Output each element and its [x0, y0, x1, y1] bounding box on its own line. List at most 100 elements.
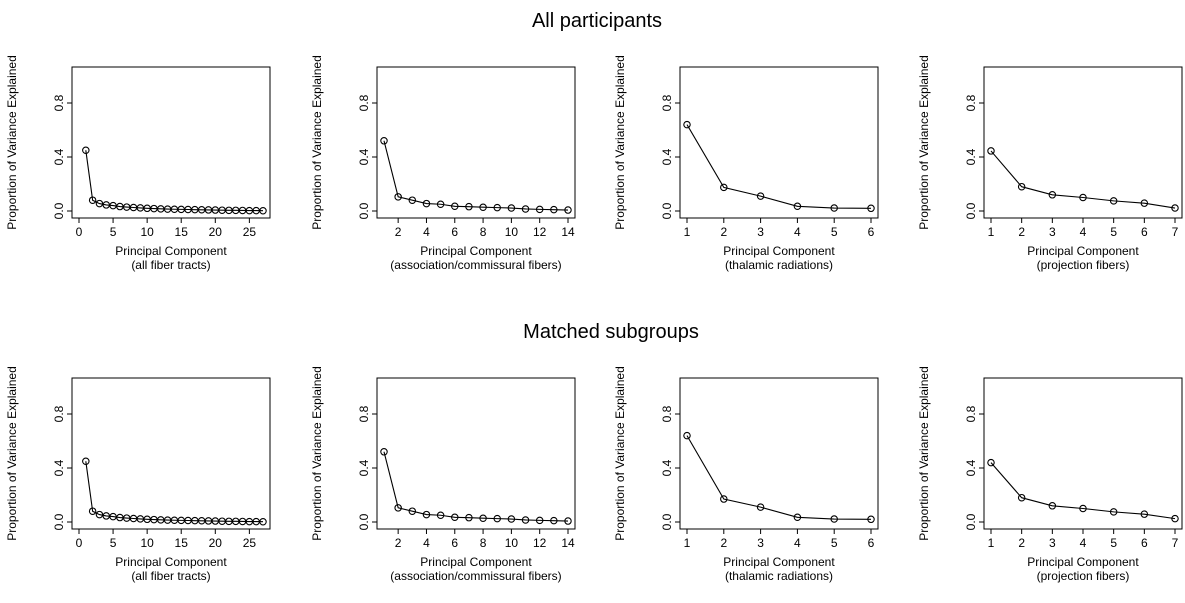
y-tick-label: 0.8: [52, 94, 66, 111]
data-point: [756, 503, 765, 511]
x-tick-label: 4: [423, 225, 430, 239]
x-axis-title: Principal Component: [115, 244, 227, 258]
data-point: [95, 510, 104, 519]
x-axis-title: Principal Component: [1027, 555, 1139, 569]
y-tick-label: 0.4: [660, 459, 674, 476]
y-tick-label: 0.0: [357, 513, 371, 530]
plot-frame: [71, 66, 271, 219]
x-tick-label: 7: [1172, 536, 1179, 550]
data-point: [394, 504, 402, 512]
x-tick-label: 5: [831, 536, 838, 550]
data-point: [720, 495, 728, 503]
data-point: [88, 507, 97, 515]
x-tick-label: 6: [451, 536, 458, 550]
data-point: [1017, 493, 1026, 502]
y-tick-label: 0.8: [660, 94, 674, 111]
plot-frame: [376, 377, 576, 530]
x-axis-title: Principal Component: [723, 555, 835, 569]
data-point: [683, 120, 691, 129]
series-line: [85, 461, 264, 523]
x-tick-label: 3: [1049, 536, 1056, 550]
x-tick-label: 10: [140, 225, 154, 239]
x-tick-label: 8: [480, 225, 487, 239]
data-point: [564, 206, 572, 214]
x-tick-label: 15: [175, 536, 189, 550]
data-point: [1048, 502, 1057, 510]
y-tick-label: 0.0: [964, 202, 978, 219]
y-axis-title: Proportion of Variance Explained: [613, 55, 627, 230]
data-point: [793, 202, 802, 211]
x-axis-subtitle: (thalamic radiations): [725, 569, 833, 583]
x-tick-label: 5: [1110, 225, 1117, 239]
x-tick-label: 4: [794, 536, 801, 550]
data-point: [720, 183, 728, 192]
data-point: [550, 205, 558, 214]
x-axis-subtitle: (projection fibers): [1037, 569, 1130, 583]
y-tick-label: 0.4: [357, 459, 371, 476]
data-point: [535, 516, 544, 525]
data-point: [1017, 182, 1026, 191]
data-point: [1109, 197, 1118, 205]
x-tick-label: 20: [209, 536, 223, 550]
scree-panel-5: 0.0 0.4 0.8 0 5 10 15 20 25 Principal Component(a…: [5, 366, 271, 583]
x-axis-subtitle: (all fiber tracts): [131, 569, 210, 583]
scree-panel-4: 0.0 0.4 0.8 1 2 3 4 5 6 7 Principal Component(proj…: [917, 55, 1183, 272]
data-point: [259, 517, 267, 526]
x-tick-label: 12: [533, 225, 547, 239]
series-line: [383, 451, 569, 522]
x-tick-label: 6: [868, 536, 875, 550]
x-axis-title: Principal Component: [1027, 244, 1139, 258]
x-tick-label: 2: [1018, 536, 1025, 550]
x-tick-label: 14: [561, 225, 575, 239]
data-point: [793, 513, 802, 522]
data-point: [1109, 508, 1118, 516]
data-point: [422, 510, 431, 519]
series-line: [85, 150, 264, 212]
data-point: [1079, 193, 1087, 202]
x-axis-subtitle: (association/commissural fibers): [390, 258, 561, 272]
data-point: [867, 204, 875, 213]
y-tick-label: 0.8: [357, 94, 371, 111]
data-point: [535, 205, 544, 214]
x-tick-label: 5: [110, 225, 117, 239]
x-axis-title: Principal Component: [723, 244, 835, 258]
x-tick-label: 5: [1110, 536, 1117, 550]
data-point: [1171, 204, 1179, 212]
scree-panel-1: 0.0 0.4 0.8 0 5 10 15 20 25 Principal Component(a…: [5, 55, 271, 272]
x-tick-label: 1: [684, 225, 691, 239]
y-axis-title: Proportion of Variance Explained: [310, 55, 324, 230]
data-point: [1140, 199, 1149, 207]
y-tick-label: 0.0: [52, 513, 66, 530]
x-tick-label: 10: [140, 536, 154, 550]
x-tick-label: 6: [1141, 536, 1148, 550]
x-tick-label: 0: [76, 536, 83, 550]
series-line: [686, 435, 872, 520]
x-tick-label: 10: [505, 536, 519, 550]
plot-frame: [983, 66, 1183, 219]
row-title-matched-subgroups: Matched subgroups: [523, 321, 699, 343]
scree-panel-2: 0.0 0.4 0.8 2 4 6 8 10 12 14 Principal Component(a…: [310, 55, 576, 272]
x-tick-label: 3: [757, 536, 764, 550]
x-tick-label: 7: [1172, 225, 1179, 239]
y-axis-title: Proportion of Variance Explained: [5, 366, 19, 541]
y-axis-title: Proportion of Variance Explained: [613, 366, 627, 541]
y-axis-title: Proportion of Variance Explained: [917, 55, 931, 230]
data-point: [451, 513, 459, 522]
data-point: [408, 196, 417, 204]
y-tick-label: 0.4: [52, 459, 66, 476]
y-tick-label: 0.4: [964, 148, 978, 165]
x-tick-label: 6: [451, 225, 458, 239]
data-point: [493, 514, 501, 523]
data-point: [394, 193, 402, 201]
data-point: [521, 516, 530, 524]
plot-frame: [679, 377, 879, 530]
x-tick-label: 5: [831, 225, 838, 239]
data-point: [564, 517, 572, 525]
y-tick-label: 0.8: [964, 94, 978, 111]
x-tick-label: 4: [1080, 536, 1087, 550]
scree-panel-3: 0.0 0.4 0.8 1 2 3 4 5 6 Principal Component(thala…: [613, 55, 879, 272]
data-point: [550, 516, 558, 525]
y-tick-label: 0.4: [52, 148, 66, 165]
x-tick-label: 2: [1018, 225, 1025, 239]
data-point: [493, 203, 501, 212]
